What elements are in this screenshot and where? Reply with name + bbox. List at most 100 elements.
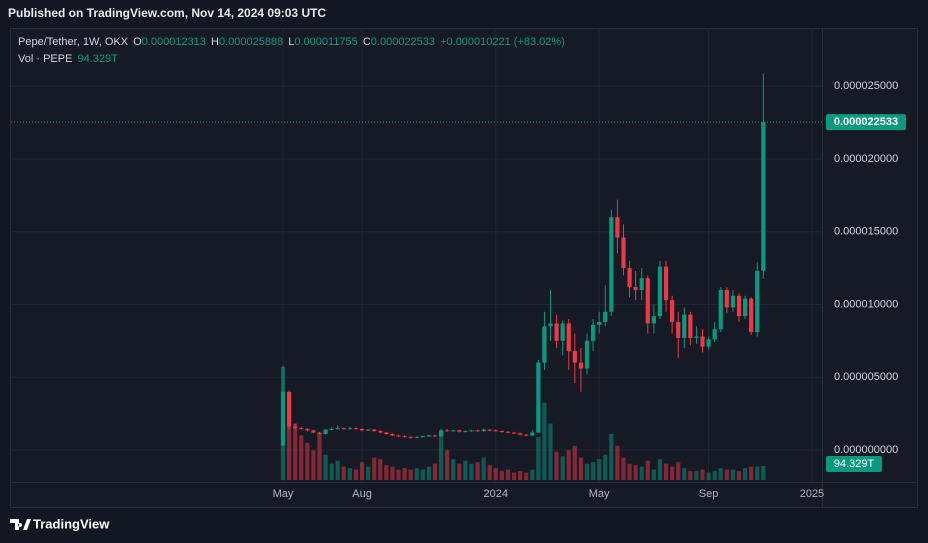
volume-bar: [505, 469, 511, 480]
volume-bar: [590, 462, 596, 480]
candle-body: [749, 298, 754, 333]
candle-body: [493, 430, 498, 432]
candle-body: [511, 432, 517, 434]
volume-bar: [597, 459, 602, 480]
volume-bar: [761, 465, 766, 480]
candle-body: [615, 217, 620, 238]
candle-body: [597, 321, 602, 325]
volume-bar: [627, 463, 632, 480]
candle-body: [305, 428, 310, 431]
candle-body: [280, 391, 286, 446]
candle-body: [384, 432, 389, 434]
ohlc-letter: O: [133, 36, 142, 48]
volume-bar: [536, 436, 541, 480]
candle-body: [518, 433, 523, 435]
volume-bar: [694, 471, 699, 480]
volume-bar: [305, 442, 310, 480]
volume-bar: [670, 466, 675, 480]
candle-body: [724, 289, 729, 308]
volume-bar: [402, 468, 407, 480]
volume-bar: [730, 469, 736, 480]
volume-bar: [584, 463, 590, 480]
candle-body: [390, 433, 395, 436]
volume-bar: [487, 465, 492, 480]
candle-body: [560, 323, 565, 341]
volume-bar: [742, 468, 748, 480]
volume-bar: [457, 463, 462, 480]
volume-bar: [396, 469, 401, 480]
candle-body: [742, 298, 748, 317]
candle-body: [438, 430, 444, 437]
volume-bar: [633, 465, 638, 480]
y-tick-label: 0.000005000: [834, 371, 898, 383]
volume-bar: [700, 469, 705, 480]
candle-body: [578, 362, 584, 369]
candle-body: [609, 217, 614, 312]
candle-body: [414, 436, 419, 438]
footer-logo: TradingView: [10, 516, 110, 531]
volume-bar: [621, 457, 626, 480]
candle-body: [566, 323, 571, 352]
change-label: +0.000010221 (+83.02%): [440, 36, 565, 48]
x-tick-label: Aug: [352, 488, 372, 500]
volume-bar: [511, 472, 517, 480]
candle-body: [372, 429, 377, 432]
candle-body: [651, 316, 656, 324]
candle-body: [536, 362, 541, 433]
volume-bar: [390, 466, 395, 480]
candle-body: [633, 287, 638, 290]
volume-bar: [524, 472, 529, 480]
x-tick-label: May: [273, 488, 294, 500]
volume-bar: [366, 466, 371, 480]
candle-body: [621, 237, 626, 269]
volume-bar: [426, 466, 432, 480]
candle-body: [426, 435, 432, 437]
volume-bar: [712, 471, 717, 480]
candle-body: [359, 428, 365, 431]
volume-bar: [469, 463, 474, 480]
candle-body: [554, 323, 559, 341]
volume-bar: [372, 457, 377, 480]
volume-bar: [293, 423, 298, 480]
close-value: 0.000022533: [371, 36, 435, 48]
candle-body: [657, 266, 663, 317]
candle-body: [706, 339, 711, 347]
volume-bar: [609, 433, 614, 480]
y-tick-label: 0.000015000: [834, 226, 898, 238]
volume-bar: [335, 460, 340, 480]
candle-body: [293, 426, 298, 429]
high-value: 0.000025888: [219, 36, 283, 48]
open-value: 0.000012313: [142, 36, 206, 48]
volume-bars: [280, 367, 766, 480]
volume-bar: [639, 466, 644, 480]
candle-body: [402, 436, 407, 438]
x-tick-label: 2024: [484, 488, 508, 500]
candle-body: [353, 428, 359, 430]
volume-bar: [286, 396, 292, 480]
candle-body: [530, 432, 535, 436]
volume-bar: [420, 469, 425, 480]
candle-body: [457, 430, 462, 432]
last-price-box: [826, 114, 906, 131]
candle-body: [420, 436, 425, 438]
candle-body: [730, 295, 736, 308]
candle-body: [627, 268, 632, 288]
candle-body: [639, 278, 644, 290]
candle-body: [663, 266, 669, 301]
volume-bar: [499, 471, 504, 480]
volume-last: 94.329T: [77, 53, 118, 65]
candle-body: [323, 429, 328, 434]
volume-bar: [323, 454, 328, 480]
candle-body: [481, 429, 486, 432]
candle-body: [487, 429, 492, 431]
candle-body: [718, 289, 723, 330]
candle-body: [317, 432, 322, 434]
candle-body: [542, 326, 547, 363]
candle-body: [755, 270, 760, 333]
candle-body: [335, 428, 340, 430]
candle-body: [499, 431, 504, 433]
last-price-label: 0.000022533: [834, 116, 898, 128]
volume-bar: [749, 466, 754, 480]
volume-bar: [518, 471, 523, 480]
